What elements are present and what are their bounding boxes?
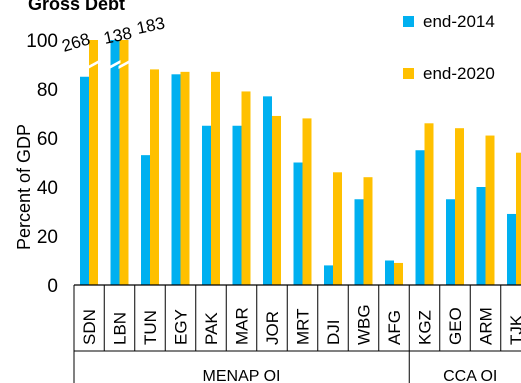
y-tick-label: 0 (47, 276, 58, 297)
y-tick-label: 60 (37, 129, 58, 150)
break-mark (118, 60, 130, 69)
category-label-WBG: WBG (355, 304, 374, 345)
category-label-EGY: EGY (172, 309, 191, 345)
bar-end-2020-PAK (211, 71, 220, 285)
bar-end-2020-WBG (363, 177, 373, 285)
category-label-AFG: AFG (385, 310, 404, 345)
bar-end-2014-ARM (476, 187, 486, 285)
bar-end-2014-TJK (507, 213, 516, 285)
legend-label-end-2020: end-2020 (423, 64, 495, 83)
category-label-SDN: SDN (80, 309, 99, 345)
legend-swatch-end-2020 (403, 68, 414, 79)
bar-end-2014-AFG (385, 260, 394, 285)
bar-end-2014-KGZ (415, 150, 425, 285)
bar-end-2014-EGY (171, 74, 181, 285)
legend-swatch-end-2014 (403, 16, 414, 27)
group-labels: MENAP OI CCA OI (203, 368, 498, 383)
category-label-TJK: TJK (507, 314, 521, 345)
category-label-TUN: TUN (141, 310, 160, 345)
category-label-KGZ: KGZ (416, 310, 435, 345)
y-axis-label: Percent of GDP (14, 124, 34, 250)
truncated-value-label: 183 (135, 13, 167, 37)
category-label-LBN: LBN (111, 312, 130, 345)
bar-end-2020-EGY (180, 71, 190, 285)
truncated-value-label: 138 (102, 23, 134, 47)
y-tick-label: 100 (26, 31, 58, 52)
bar-end-2020-MAR (241, 91, 251, 285)
category-label-PAK: PAK (202, 312, 221, 345)
y-tick-label: 80 (37, 80, 58, 101)
bar-end-2020-KGZ (424, 123, 434, 285)
bar-end-2014-PAK (202, 125, 211, 285)
bar-end-2014-MRT (293, 162, 303, 285)
bar-end-2014-MAR (232, 125, 242, 285)
category-axis (73, 284, 521, 383)
break-mark (88, 60, 99, 69)
axis-break-marks (88, 60, 130, 69)
break-mark (109, 60, 121, 69)
bar-end-2020-ARM (485, 135, 495, 285)
bar-end-2014-SDN (80, 76, 89, 285)
category-labels: SDN LBN TUN EGY PAK MAR JOR MRT DJI WBG AFG KGZ GEO A… (80, 304, 521, 345)
bar-end-2020-AFG (394, 262, 403, 285)
truncated-value-label: 268 (60, 29, 93, 55)
category-label-MAR: MAR (233, 307, 252, 345)
category-label-ARM: ARM (477, 307, 496, 345)
bar-end-2020-MRT (302, 118, 312, 286)
bar-end-2020-DJI (333, 172, 342, 285)
chart-title: Gross Debt (28, 0, 125, 14)
bar-end-2020-TUN (150, 69, 159, 286)
bar-end-2014-LBN (110, 40, 120, 285)
bar-end-2014-TUN (141, 155, 150, 285)
category-label-JOR: JOR (263, 311, 282, 345)
bar-end-2014-GEO (446, 199, 455, 285)
y-axis-ticks: 0 20 40 60 80 100 (26, 31, 58, 297)
bar-end-2020-TJK (516, 152, 521, 285)
bar-end-2014-JOR (263, 96, 272, 285)
bar-end-2020-JOR (272, 115, 281, 285)
category-label-MRT: MRT (294, 308, 313, 345)
group-label: CCA OI (443, 368, 497, 383)
bar-end-2020-LBN (119, 40, 129, 285)
bar-series (80, 40, 521, 286)
bar-end-2020-SDN (89, 40, 98, 285)
bar-end-2014-WBG (354, 199, 364, 285)
legend: end-2014 end-2020 (403, 12, 495, 83)
bar-end-2020-GEO (455, 128, 464, 285)
y-tick-label: 40 (37, 178, 58, 199)
y-tick-label: 20 (37, 227, 58, 248)
legend-label-end-2014: end-2014 (423, 12, 495, 31)
group-label: MENAP OI (203, 368, 281, 383)
category-label-GEO: GEO (446, 307, 465, 345)
category-label-DJI: DJI (324, 320, 343, 346)
bar-end-2014-DJI (324, 265, 333, 285)
